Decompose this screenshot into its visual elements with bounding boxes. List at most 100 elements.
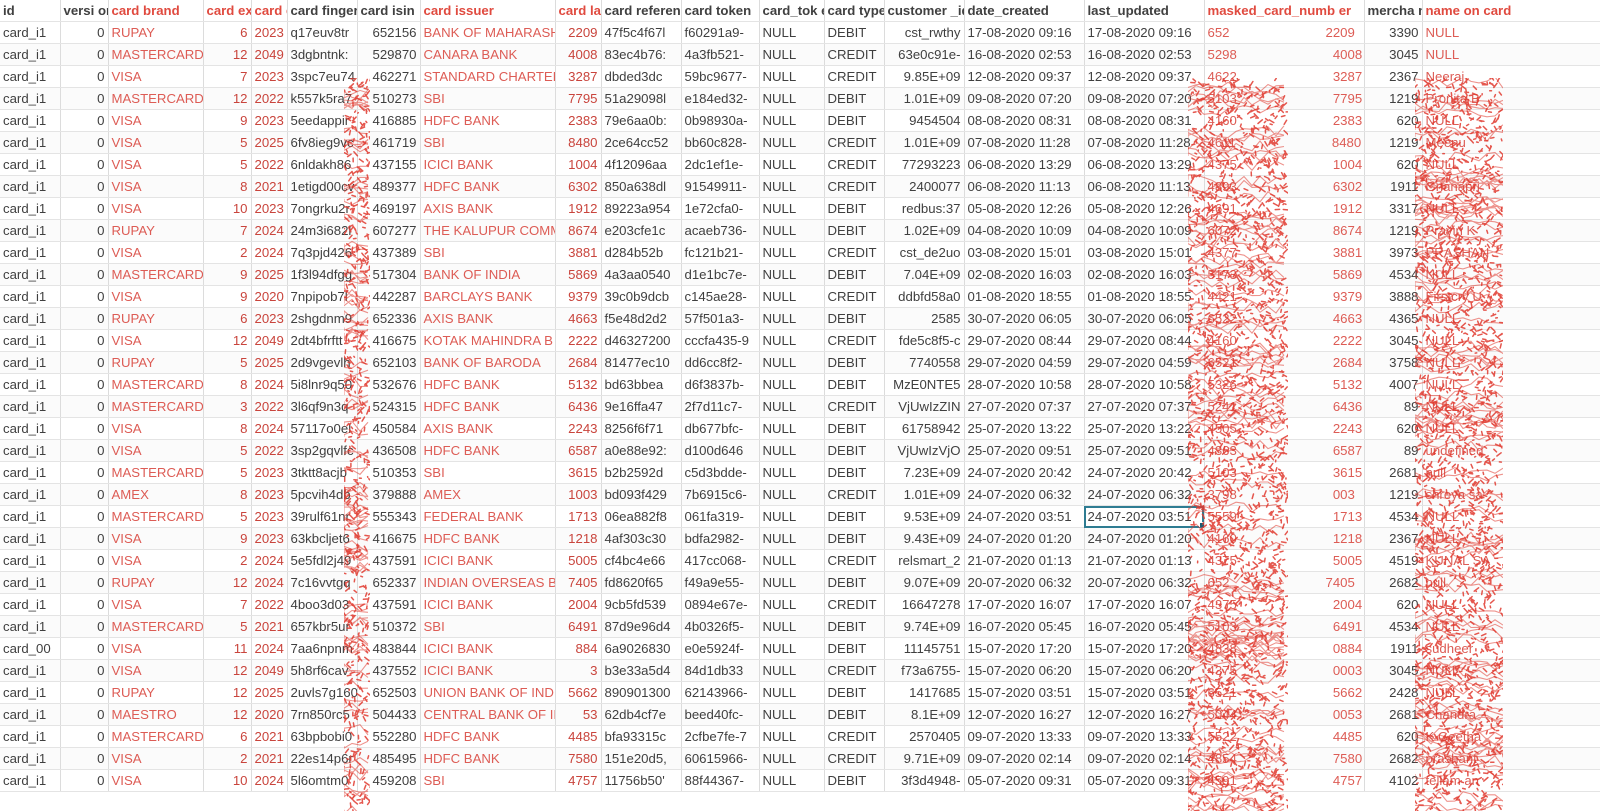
cell-card_reference[interactable]: 4a3aa0540 [601, 263, 682, 286]
column-header-card_brand[interactable]: card brand [108, 0, 204, 22]
cell-card_exp_month[interactable]: 12 [203, 87, 252, 110]
cell-customer_id[interactable]: MzE0NTE5 [884, 373, 965, 396]
cell-card_fingerprint[interactable]: k557k5ra7 [287, 87, 358, 110]
cell-date_created[interactable]: 25-07-2020 09:51 [964, 439, 1085, 462]
cell-card_fingerprint[interactable]: 3l6qf9n3q [287, 395, 358, 418]
cell-masked_card_number[interactable]: 4691 1912 [1204, 197, 1365, 220]
cell-card_token[interactable]: c5d3bdde- [681, 461, 760, 484]
cell-card_reference[interactable]: 9e16ffa47 [601, 395, 682, 418]
cell-card_exp_month[interactable]: 2 [203, 747, 252, 770]
cell-card_isin[interactable]: 489377 [357, 175, 421, 198]
cell-card_fingerprint[interactable]: 2dt4bfrftt [287, 329, 358, 352]
cell-date_created[interactable]: 09-07-2020 13:33 [964, 725, 1085, 748]
cell-name_on_card[interactable]: NULL [1422, 505, 1600, 528]
table-row[interactable]: card_i1 0 VISA 7 2023 3spc7eu74 462271 STANDARD… [0, 65, 1600, 88]
cell-date_created[interactable]: 25-07-2020 13:22 [964, 417, 1085, 440]
cell-card_exp_year[interactable]: 2025 [251, 351, 288, 374]
cell-card_type[interactable]: CREDIT [824, 747, 885, 770]
cell-card_token[interactable]: 1e72cfa0- [681, 197, 760, 220]
cell-card_exp_month[interactable]: 9 [203, 285, 252, 308]
cell-masked_card_number[interactable]: 4611 8480 [1204, 131, 1365, 154]
cell-card_issuer[interactable]: SBI [420, 87, 556, 110]
cell-version[interactable]: 0 [60, 461, 109, 484]
cell-card_reference[interactable]: 6a9026830 [601, 637, 682, 660]
cell-card_reference[interactable]: 850a638dl [601, 175, 682, 198]
cell-name_on_card[interactable]: NULL [1422, 659, 1600, 682]
table-row[interactable]: card_i1 0 VISA 8 2021 1etigd00cv 489377 HDFC BA… [0, 175, 1600, 198]
cell-card_fingerprint[interactable]: 7ongrku2r [287, 197, 358, 220]
cell-version[interactable]: 0 [60, 263, 109, 286]
cell-last_updated[interactable]: 28-07-2020 10:58 [1084, 373, 1205, 396]
cell-version[interactable]: 0 [60, 21, 109, 44]
cell-version[interactable]: 0 [60, 351, 109, 374]
cell-card_last_four_digits[interactable]: 6302 [555, 175, 602, 198]
cell-id[interactable]: card_i1 [0, 65, 61, 88]
cell-id[interactable]: card_i1 [0, 505, 61, 528]
cell-customer_id[interactable]: 16647278 [884, 593, 965, 616]
cell-card_brand[interactable]: VISA [108, 109, 204, 132]
cell-date_created[interactable]: 29-07-2020 04:59 [964, 351, 1085, 374]
cell-version[interactable]: 0 [60, 109, 109, 132]
cell-card_exp_year[interactable]: 2022 [251, 153, 288, 176]
cell-date_created[interactable]: 09-07-2020 02:14 [964, 747, 1085, 770]
table-row[interactable]: card_i1 0 VISA 9 2023 63kbcljet6 416675 HDFC BA… [0, 527, 1600, 550]
table-row[interactable]: card_i1 0 MASTERCARD 5 2023 3tktt8acjb 510353 S… [0, 461, 1600, 484]
cell-masked_card_number[interactable]: 5326 5132 [1204, 373, 1365, 396]
cell-card_fingerprint[interactable]: 63bpbobi0 [287, 725, 358, 748]
cell-last_updated[interactable]: 16-07-2020 05:45 [1084, 615, 1205, 638]
cell-card_exp_month[interactable]: 9 [203, 263, 252, 286]
cell-last_updated[interactable]: 03-08-2020 15:01 [1084, 241, 1205, 264]
cell-card_type[interactable]: DEBIT [824, 351, 885, 374]
cell-date_created[interactable]: 15-07-2020 06:20 [964, 659, 1085, 682]
cell-name_on_card[interactable]: KUNAL SA [1422, 549, 1600, 572]
cell-id[interactable]: card_i1 [0, 197, 61, 220]
cell-card_isin[interactable]: 652336 [357, 307, 421, 330]
cell-card_isin[interactable]: 510273 [357, 87, 421, 110]
cell-version[interactable]: 0 [60, 549, 109, 572]
cell-card_isin[interactable]: 510353 [357, 461, 421, 484]
cell-last_updated[interactable]: 09-07-2020 02:14 [1084, 747, 1205, 770]
cell-card_token[interactable]: 91549911- [681, 175, 760, 198]
cell-date_created[interactable]: 15-07-2020 17:20 [964, 637, 1085, 660]
cell-card_type[interactable]: DEBIT [824, 109, 885, 132]
cell-id[interactable]: card_i1 [0, 241, 61, 264]
cell-card_fingerprint[interactable]: 7rn850rc5 [287, 703, 358, 726]
cell-card_exp_year[interactable]: 2023 [251, 461, 288, 484]
cell-customer_id[interactable]: 9.74E+09 [884, 615, 965, 638]
cell-date_created[interactable]: 24-07-2020 20:42 [964, 461, 1085, 484]
cell-customer_id[interactable]: fde5c8f5-c [884, 329, 965, 352]
cell-card_token[interactable]: 88f44367- [681, 769, 760, 792]
cell-card_exp_month[interactable]: 12 [203, 703, 252, 726]
cell-card_exp_month[interactable]: 3 [203, 395, 252, 418]
cell-card_exp_month[interactable]: 6 [203, 21, 252, 44]
cell-card_type[interactable]: CREDIT [824, 241, 885, 264]
cell-card_brand[interactable]: MASTERCARD [108, 263, 204, 286]
cell-card_token_of_vault_provider[interactable]: NULL [759, 329, 825, 352]
cell-merchant_account_id[interactable]: 2428 [1364, 681, 1423, 704]
cell-masked_card_number[interactable]: 652 2209 [1204, 21, 1365, 44]
cell-id[interactable]: card_i1 [0, 593, 61, 616]
column-header-masked_card_number[interactable]: masked_card_numb er [1204, 0, 1365, 22]
cell-id[interactable]: card_i1 [0, 681, 61, 704]
cell-card_issuer[interactable]: SBI [420, 615, 556, 638]
cell-customer_id[interactable]: VjUwIzVjO [884, 439, 965, 462]
cell-card_token[interactable]: 2cfbe7fe-7 [681, 725, 760, 748]
cell-card_exp_year[interactable]: 2022 [251, 593, 288, 616]
cell-name_on_card[interactable]: null [1422, 461, 1600, 484]
cell-id[interactable]: card_i1 [0, 659, 61, 682]
cell-version[interactable]: 0 [60, 417, 109, 440]
cell-card_isin[interactable]: 483844 [357, 637, 421, 660]
column-header-card_exp_year[interactable]: card exp year [251, 0, 288, 22]
cell-card_isin[interactable]: 416885 [357, 109, 421, 132]
cell-card_reference[interactable]: d284b52b [601, 241, 682, 264]
cell-masked_card_number[interactable]: 5103 7795 [1204, 87, 1365, 110]
cell-card_brand[interactable]: VISA [108, 549, 204, 572]
cell-masked_card_number[interactable]: 4160 1218 [1204, 527, 1365, 550]
cell-card_last_four_digits[interactable]: 3881 [555, 241, 602, 264]
cell-merchant_account_id[interactable]: 620 [1364, 725, 1423, 748]
cell-masked_card_number[interactable]: 4838 0884 [1204, 637, 1365, 660]
cell-card_type[interactable]: DEBIT [824, 637, 885, 660]
cell-date_created[interactable]: 06-08-2020 13:29 [964, 153, 1085, 176]
cell-id[interactable]: card_i1 [0, 461, 61, 484]
cell-card_token_of_vault_provider[interactable]: NULL [759, 637, 825, 660]
